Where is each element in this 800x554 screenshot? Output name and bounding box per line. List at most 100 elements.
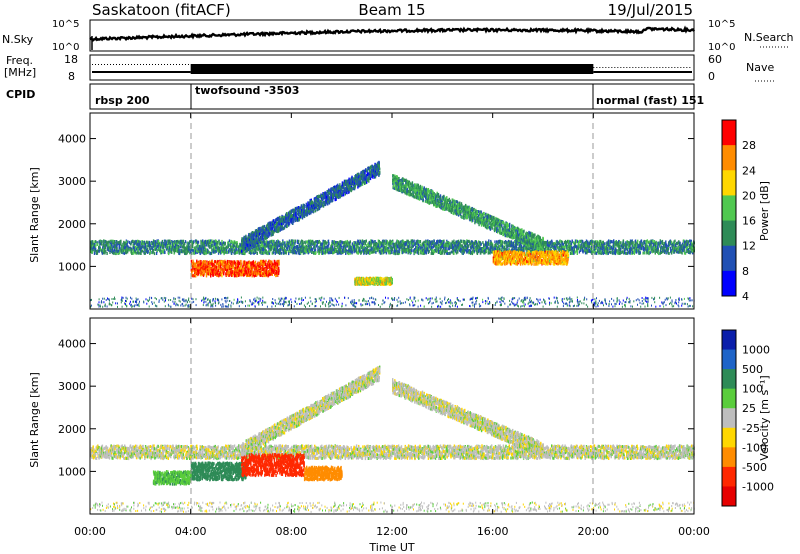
heat-cell [127,250,128,253]
heat-cell [105,250,106,253]
heat-cell [127,240,128,243]
heat-cell [304,241,305,244]
nave-dot [626,67,627,68]
heat-cell [588,242,589,245]
heat-cell [281,252,282,255]
nave-dot [629,67,630,68]
nave-dot [668,67,669,68]
heat-cell [223,272,224,275]
heat-cell [257,252,258,255]
nave-dot [632,67,633,68]
heat-cell [166,241,167,244]
heat-cell [91,245,92,248]
heat-cell [170,245,171,248]
noise-right-label: N.Search [744,31,794,44]
heat-cell [193,240,194,243]
nave-dot [137,64,138,65]
heat-cell [453,249,454,252]
noise-trace [90,28,694,50]
heat-cell [122,246,123,249]
heat-cell [680,251,681,254]
heat-cell [312,248,313,251]
nave-dot [611,67,612,68]
heat-cell [579,244,580,247]
heat-cell [212,260,213,263]
nave-dot [623,67,624,68]
heat-cell [369,251,370,254]
heat-cell [604,242,605,245]
heat-cell [120,240,121,243]
heat-cell [135,246,136,249]
heat-cell [232,250,233,253]
freq-trace [92,64,692,74]
heat-cell [299,244,300,247]
noise-right-tick-top: 10^5 [708,19,735,30]
heat-cell [452,244,453,247]
heat-cell [613,245,614,248]
nave-dot [620,67,621,68]
heat-cell [463,252,464,255]
heat-cell [228,241,229,244]
heat-cell [116,241,117,244]
nave-dot [155,64,156,65]
freq-right-tick-bottom: 0 [708,70,715,83]
heat-cell [315,240,316,243]
heat-cell [457,251,458,254]
heat-cell [162,251,163,254]
heat-cell [637,245,638,248]
heat-cell [183,240,184,243]
nave-dot [113,64,114,65]
heat-cell [502,241,503,244]
heat-cell [223,261,224,264]
heat-cell [360,247,361,250]
heat-cell [372,240,373,243]
heat-cell [201,248,202,251]
heat-cell [431,246,432,249]
heat-cell [313,252,314,255]
heat-cell [355,244,356,247]
heat-cell [418,252,419,255]
heat-cell [148,250,149,253]
cpid-label: CPID [6,88,35,101]
nave-dot [164,64,165,65]
heat-cell [429,250,430,253]
nave-dot [122,64,123,65]
heat-cell [302,240,303,243]
nave-dot [617,67,618,68]
heat-cell [243,267,244,270]
heat-cell [131,249,132,252]
heat-cell [662,242,663,245]
heat-cell [306,241,307,244]
heat-cell [361,250,362,253]
heat-cell [637,240,638,243]
nave-dot [635,67,636,68]
heat-cell [460,244,461,247]
nave-dot [638,67,639,68]
heat-cell [366,240,367,243]
heat-cell [178,246,179,249]
heat-cell [273,240,274,243]
heat-cell [661,251,662,254]
nave-dot [107,64,108,65]
heat-cell [466,251,467,254]
heat-cell [407,242,408,245]
nave-dot [185,64,186,65]
freq-block [191,64,594,74]
cpid-mode-2: twofsound -3503 [195,84,299,97]
heat-cell [239,262,240,265]
heat-cell [681,252,682,255]
heat-cell [222,242,223,245]
heat-cell [644,251,645,254]
heat-cell [324,244,325,247]
heat-cell [141,250,142,253]
heat-cell [392,248,393,251]
nave-dot [644,67,645,68]
heat-cell [106,252,107,255]
heat-cell [105,246,106,249]
heat-cell [232,274,233,277]
heat-cell [692,250,693,253]
heat-cell [452,240,453,243]
heat-cell [650,251,651,254]
heat-cell [153,249,154,252]
heat-cell [326,242,327,245]
